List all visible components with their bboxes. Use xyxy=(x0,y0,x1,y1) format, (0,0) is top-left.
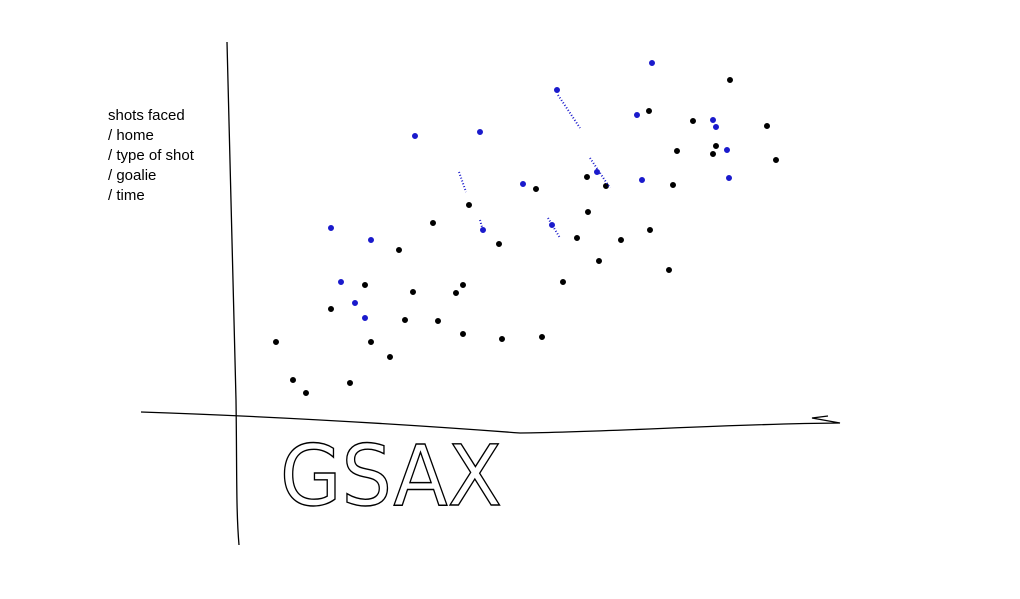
note-line: / goalie xyxy=(108,167,156,184)
axis-label: GSAX xyxy=(280,427,502,525)
note-line: / home xyxy=(108,127,154,144)
blue-streaks xyxy=(458,94,611,239)
notes: shots faced / home / type of shot / goal… xyxy=(108,107,195,204)
note-line: shots faced xyxy=(108,107,185,124)
y-axis-stroke xyxy=(226,41,240,546)
x-axis-stroke xyxy=(140,411,841,434)
note-line: / type of shot xyxy=(108,147,195,164)
note-line: / time xyxy=(108,187,145,204)
